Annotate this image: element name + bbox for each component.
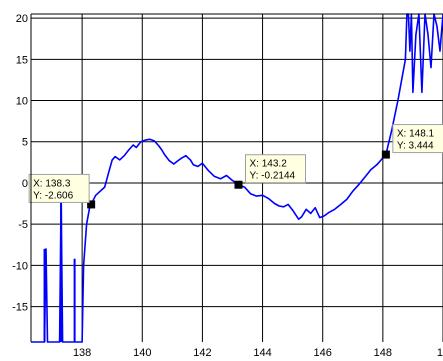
- datatip-y-label: Y: -0.2144: [250, 171, 296, 182]
- datatip-y-label: Y: -2.606: [33, 190, 73, 201]
- y-tick-label: 0: [22, 178, 28, 190]
- x-tick-label: 146: [314, 347, 332, 359]
- datatip-marker: [234, 180, 243, 189]
- datatip-marker: [381, 150, 390, 159]
- datatip: X: 143.2Y: -0.2144: [234, 154, 307, 189]
- datatip-x-label: X: 138.3: [33, 178, 71, 189]
- grid: [31, 14, 443, 342]
- series-line: [31, 13, 443, 343]
- y-tick-label: 15: [16, 54, 28, 66]
- x-tick-label: 148: [374, 347, 392, 359]
- plot-background: [31, 14, 443, 342]
- y-tick-label: 20: [16, 13, 28, 25]
- y-tick-label: -15: [12, 302, 28, 314]
- x-tick-label: 144: [253, 347, 271, 359]
- datatip: X: 138.3Y: -2.606: [28, 173, 96, 209]
- y-tick-label: 5: [22, 137, 28, 149]
- y-tick-labels: -15 -10 -5 0 5 10 15 20: [12, 13, 28, 313]
- datatip-box: [392, 124, 443, 154]
- datatip-marker: [87, 200, 96, 209]
- y-tick-label: -10: [12, 260, 28, 272]
- x-tick-labels: 138 140 142 144 146 148 15: [73, 347, 443, 359]
- series-layer: [31, 13, 443, 343]
- datatip-box: [28, 173, 90, 203]
- x-tick-label: 138: [73, 347, 91, 359]
- datatip-box: [245, 154, 307, 184]
- x-tick-label: 140: [133, 347, 151, 359]
- y-tick-label: -5: [18, 219, 28, 231]
- datatip: X: 148.1Y: 3.444: [381, 124, 443, 159]
- x-tick-label: 15: [437, 347, 443, 359]
- x-tick-label: 142: [193, 347, 211, 359]
- datatip-x-label: X: 143.2: [250, 159, 288, 170]
- y-tick-label: 10: [16, 96, 28, 108]
- datatip-y-label: Y: 3.444: [397, 141, 434, 152]
- datatip-x-label: X: 148.1: [397, 129, 435, 140]
